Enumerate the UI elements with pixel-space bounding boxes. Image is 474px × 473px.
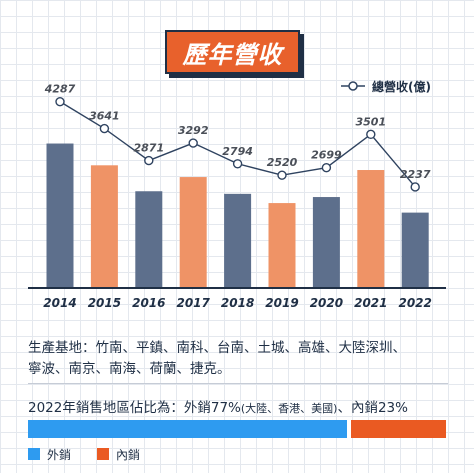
legend-inner-label: 內銷 (116, 447, 141, 462)
data-label-2016: 2871 (133, 142, 164, 155)
outer-swatch (28, 448, 40, 460)
legend-outer: 外銷 (28, 446, 71, 463)
legend-inner: 內銷 (97, 446, 140, 463)
legend-outer-label: 外銷 (47, 447, 72, 462)
x-tick-2014: 2014 (43, 296, 76, 310)
segment-gap (346, 420, 351, 438)
x-tick-2015: 2015 (88, 296, 121, 310)
production-bases-line1: 生產基地：竹南、平鎮、南科、台南、土城、高雄、大陸深圳、 (28, 340, 406, 356)
sales-share-text: 2022年銷售地區佔比為：外銷77%(大陸、香港、美國)、內銷23% (28, 396, 468, 416)
point-2021 (366, 129, 376, 140)
sales-share-suffix: 、內銷23% (337, 400, 408, 416)
point-2019 (277, 170, 287, 180)
x-tick-2018: 2018 (221, 296, 254, 310)
production-bases-line2: 寧波、南京、南海、荷蘭、捷克。 (28, 361, 231, 377)
sales-share-bar (28, 420, 446, 438)
bar-2020 (312, 197, 340, 288)
data-label-2022: 2237 (400, 168, 431, 181)
point-2017 (188, 138, 198, 148)
divider (28, 383, 448, 384)
line-legend: 總營收(億) (340, 77, 470, 95)
bar-2018 (224, 193, 252, 288)
point-2020 (321, 163, 332, 173)
sales-share-legend: 外銷 內銷 (28, 445, 166, 463)
x-tick-2016: 2016 (132, 296, 165, 310)
revenue-chart: 4287 3641 2871 3292 2794 2520 2699 3501 2237 2014… (28, 83, 446, 310)
data-label-2018: 2794 (222, 145, 253, 158)
x-tick-2017: 2017 (176, 296, 210, 310)
bar-2021 (357, 170, 385, 288)
x-tick-2019: 2019 (265, 296, 298, 310)
point-2015 (99, 123, 110, 134)
point-2022 (410, 182, 420, 192)
inner-sales-segment (350, 420, 446, 438)
data-label-2020: 2699 (311, 149, 342, 162)
data-label-2014: 4287 (44, 83, 76, 96)
bar-2016 (135, 191, 163, 288)
sales-share-detail: (大陸、香港、美國) (240, 402, 338, 415)
chart-title: 歷年營收 (165, 30, 300, 74)
bar-2022 (401, 212, 429, 288)
x-tick-2022: 2022 (398, 296, 431, 310)
data-label-2015: 3641 (89, 110, 120, 123)
line-legend-label: 總營收(億) (372, 79, 431, 94)
point-2014 (55, 96, 65, 107)
data-label-2019: 2520 (267, 156, 298, 169)
inner-swatch (97, 448, 110, 460)
bar-2015 (90, 165, 118, 288)
x-tick-2021: 2021 (354, 296, 387, 310)
outer-sales-segment (28, 420, 347, 438)
bar-2017 (179, 177, 207, 288)
line-legend-icon (341, 81, 365, 91)
production-bases: 生產基地：竹南、平鎮、南科、台南、土城、高雄、大陸深圳、 寧波、南京、南海、荷蘭… (28, 338, 468, 380)
sales-share-prefix: 2022年銷售地區佔比為：外銷77% (28, 400, 241, 416)
bar-2019 (268, 203, 296, 288)
point-2016 (144, 155, 154, 166)
data-label-2017: 3292 (178, 124, 209, 137)
point-2018 (232, 159, 243, 169)
bar-2014 (46, 143, 74, 288)
data-label-2021: 3501 (355, 115, 386, 128)
x-tick-2020: 2020 (310, 296, 343, 310)
